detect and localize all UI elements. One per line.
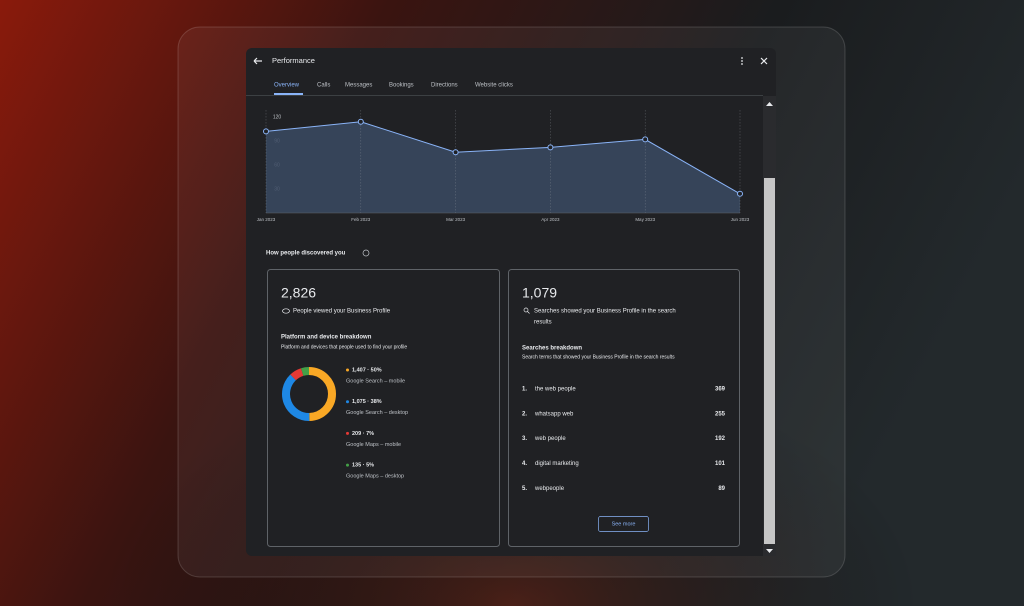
row-rank: 4. <box>522 461 527 467</box>
row-count: 101 <box>715 461 726 467</box>
x-tick-label: Jan 2023 <box>257 217 276 222</box>
donut-segment <box>282 374 310 421</box>
x-tick-label: Jun 2023 <box>731 217 750 222</box>
y-tick-label: 120 <box>273 114 282 120</box>
tab[interactable]: Overview <box>274 83 300 89</box>
searches-breakdown-title: Searches breakdown <box>522 346 582 352</box>
legend-value: 209 · 7% <box>352 431 374 437</box>
searches-total: 1,079 <box>522 285 557 301</box>
searches-breakdown-subtitle: Search terms that showed your Business P… <box>522 354 675 360</box>
legend-value: 1,407 · 50% <box>352 367 382 373</box>
data-point <box>357 118 364 125</box>
legend-swatch <box>346 463 349 467</box>
row-rank: 1. <box>522 387 527 393</box>
row-term: web people <box>534 436 566 442</box>
window <box>246 48 776 556</box>
data-point <box>263 128 269 135</box>
legend-label: Google Maps – mobile <box>346 442 401 448</box>
legend-swatch <box>346 368 349 372</box>
tab[interactable]: Calls <box>317 83 330 89</box>
row-count: 369 <box>715 387 726 393</box>
searches-card <box>508 269 740 547</box>
breakdown-title: Platform and device breakdown <box>281 335 372 341</box>
donut-segment <box>301 367 310 376</box>
section-title: How people discovered you <box>266 251 346 257</box>
search-icon <box>523 307 530 314</box>
legend-label: Google Search – desktop <box>346 410 408 416</box>
searches-label-line: results <box>534 320 552 326</box>
views-label: People viewed your Business Profile <box>293 309 391 315</box>
line <box>265 121 741 195</box>
views-total: 2,826 <box>281 285 316 301</box>
row-rank: 2. <box>522 411 527 417</box>
donut-segment <box>290 368 304 381</box>
legend-swatch <box>346 431 349 435</box>
area <box>266 121 740 213</box>
row-term: whatsapp web <box>534 411 574 417</box>
breakdown-subtitle: Platform and devices that people used to… <box>281 344 407 350</box>
row-rank: 3. <box>522 436 527 442</box>
data-point <box>547 144 554 151</box>
back-button[interactable] <box>253 57 262 65</box>
data-point <box>452 149 459 156</box>
x-tick-label: Mar 2023 <box>446 217 466 222</box>
info-icon[interactable] <box>362 249 370 257</box>
row-term: the web people <box>535 387 576 393</box>
row-count: 192 <box>715 436 726 442</box>
tab[interactable]: Bookings <box>389 83 414 89</box>
legend-swatch <box>346 400 349 404</box>
data-point <box>737 190 743 197</box>
legend-value: 1,075 · 38% <box>352 399 382 405</box>
x-tick-label: Feb 2023 <box>351 217 371 222</box>
eye-icon <box>282 308 290 314</box>
tab[interactable]: Messages <box>345 83 372 89</box>
row-count: 89 <box>718 486 725 492</box>
see-more-button[interactable] <box>598 516 649 532</box>
close-button[interactable] <box>760 57 768 65</box>
legend-label: Google Maps – desktop <box>346 474 404 480</box>
row-term: digital marketing <box>535 461 579 467</box>
see-more-label: See more <box>612 521 636 527</box>
row-count: 255 <box>715 411 726 417</box>
views-card <box>267 269 500 547</box>
x-tick-label: Apr 2023 <box>541 217 560 222</box>
x-tick-label: May 2023 <box>635 217 655 222</box>
scrollbar-thumb[interactable] <box>764 178 775 544</box>
tab[interactable]: Directions <box>431 83 458 89</box>
donut-segment <box>308 367 336 421</box>
legend-label: Google Search – mobile <box>346 378 405 384</box>
row-rank: 5. <box>522 486 527 492</box>
tab[interactable]: Website clicks <box>475 83 513 89</box>
row-term: webpeople <box>534 486 565 492</box>
tab-indicator <box>274 93 303 95</box>
searches-label-line: Searches showed your Business Profile in… <box>534 309 676 315</box>
menu-button[interactable] <box>741 57 743 65</box>
data-point <box>642 136 649 143</box>
legend-value: 135 · 5% <box>352 463 374 469</box>
header-title: Performance <box>272 56 315 65</box>
